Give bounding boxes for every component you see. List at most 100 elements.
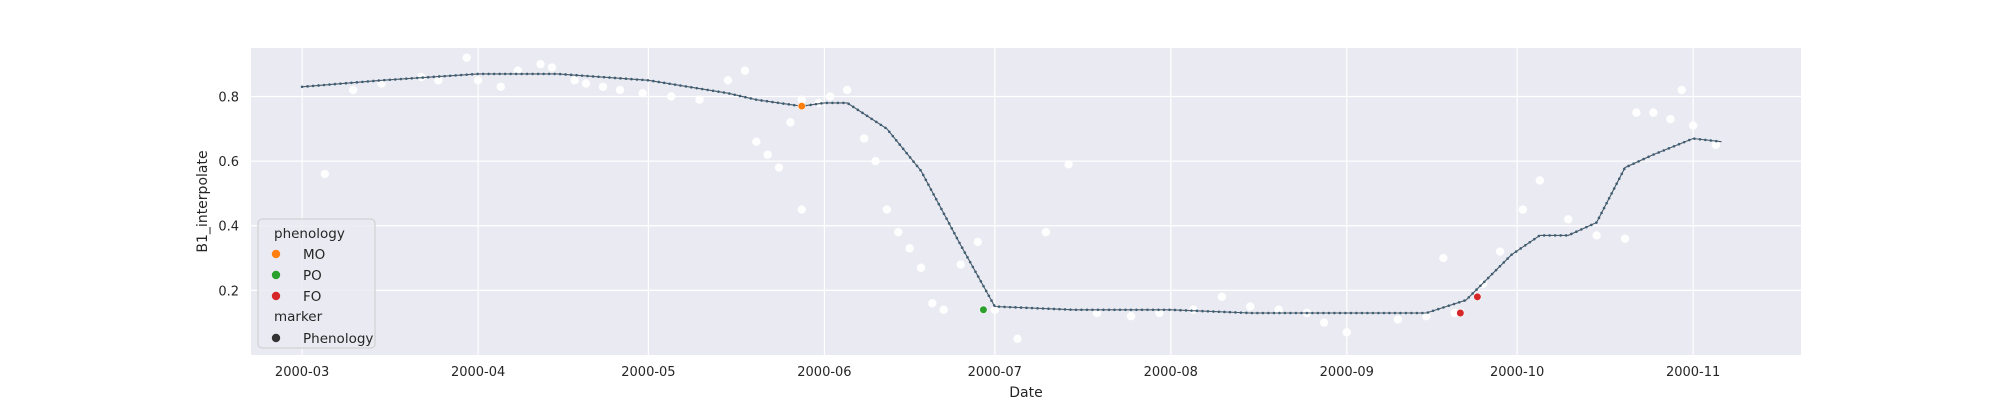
legend-label: MO bbox=[303, 247, 325, 263]
curve-marker bbox=[306, 85, 309, 88]
x-tick-label: 2000-03 bbox=[275, 365, 329, 380]
raw-observation-point bbox=[638, 89, 647, 98]
raw-observation-point bbox=[740, 66, 750, 75]
raw-observation-point bbox=[570, 76, 579, 85]
curve-marker bbox=[1278, 311, 1281, 315]
curve-marker bbox=[1632, 162, 1635, 165]
curve-marker bbox=[1410, 311, 1413, 315]
curve-marker bbox=[1014, 306, 1017, 309]
curve-marker bbox=[979, 280, 983, 283]
curve-marker bbox=[361, 80, 364, 84]
curve-marker bbox=[1261, 311, 1265, 315]
curve-marker bbox=[1519, 247, 1522, 250]
raw-observation-point bbox=[763, 150, 772, 159]
curve-marker bbox=[1421, 311, 1424, 315]
curve-marker bbox=[1642, 157, 1645, 161]
curve-marker bbox=[1063, 308, 1067, 311]
curve-marker bbox=[706, 88, 709, 92]
curve-marker bbox=[1502, 261, 1506, 264]
curve-marker bbox=[684, 85, 688, 88]
curve-marker bbox=[1223, 310, 1226, 314]
curve-marker bbox=[1305, 311, 1309, 315]
curve-marker bbox=[1704, 138, 1707, 142]
curve-marker bbox=[1617, 177, 1621, 181]
plot-area bbox=[251, 48, 1801, 355]
curve-marker bbox=[415, 76, 419, 80]
curve-marker bbox=[1479, 284, 1482, 288]
curve-marker bbox=[1085, 308, 1089, 312]
curve-marker bbox=[1426, 311, 1430, 314]
raw-observation-point bbox=[1688, 121, 1698, 130]
curve-marker bbox=[908, 156, 912, 159]
raw-observation-point bbox=[536, 59, 545, 69]
curve-marker bbox=[971, 265, 975, 269]
curve-marker bbox=[542, 72, 545, 76]
raw-observation-point bbox=[797, 95, 806, 104]
curve-marker bbox=[987, 294, 991, 298]
raw-observation-point bbox=[473, 76, 483, 85]
curve-marker bbox=[580, 74, 584, 77]
curve-marker bbox=[888, 130, 891, 134]
raw-observation-point bbox=[1217, 292, 1227, 302]
curve-marker bbox=[339, 82, 342, 85]
curve-marker bbox=[355, 81, 359, 84]
y-axis-label: B1_interpolate bbox=[195, 150, 211, 252]
curve-marker bbox=[624, 77, 628, 81]
curve-marker bbox=[814, 102, 818, 106]
curve-marker bbox=[1162, 308, 1166, 312]
raw-observation-point bbox=[547, 63, 557, 72]
curve-marker bbox=[1693, 137, 1696, 140]
curve-marker bbox=[966, 256, 969, 259]
raw-observation-point bbox=[1013, 334, 1022, 344]
curve-marker bbox=[749, 97, 753, 100]
raw-observation-point bbox=[1274, 305, 1283, 314]
curve-marker bbox=[1190, 309, 1193, 312]
curve-marker bbox=[662, 81, 666, 85]
curve-marker bbox=[700, 87, 704, 91]
curve-marker bbox=[1662, 149, 1666, 152]
curve-marker bbox=[1510, 253, 1513, 256]
curve-marker bbox=[1620, 172, 1624, 176]
curve-marker bbox=[394, 78, 397, 81]
curve-marker bbox=[1316, 311, 1320, 315]
y-tick-label: 0.8 bbox=[218, 90, 239, 105]
raw-observation-point bbox=[320, 169, 330, 179]
phenology-point-po bbox=[979, 305, 988, 314]
curve-marker bbox=[673, 83, 677, 86]
curve-marker bbox=[1239, 311, 1243, 314]
curve-marker bbox=[1715, 139, 1718, 143]
curve-marker bbox=[481, 72, 485, 76]
curve-marker bbox=[1124, 308, 1127, 312]
curve-marker bbox=[1069, 308, 1072, 311]
curve-marker bbox=[1118, 308, 1122, 312]
curve-marker bbox=[503, 72, 507, 76]
curve-marker bbox=[1514, 250, 1518, 253]
curve-marker bbox=[520, 72, 523, 76]
curve-marker bbox=[1537, 234, 1541, 238]
curve-marker bbox=[1157, 308, 1160, 312]
curve-marker bbox=[1559, 234, 1562, 237]
raw-observation-point bbox=[1518, 205, 1527, 214]
curve-marker bbox=[1605, 201, 1608, 205]
curve-marker bbox=[1019, 306, 1023, 309]
curve-marker bbox=[924, 178, 928, 182]
curve-marker bbox=[1672, 144, 1676, 148]
curve-marker bbox=[317, 84, 320, 87]
raw-observation-point bbox=[928, 299, 937, 308]
curve-marker bbox=[1388, 311, 1391, 315]
raw-observation-point bbox=[1064, 160, 1073, 169]
curve-marker bbox=[1447, 304, 1451, 308]
curve-marker bbox=[372, 79, 375, 83]
curve-marker bbox=[1168, 308, 1171, 312]
curve-marker bbox=[1173, 308, 1177, 312]
curve-marker bbox=[333, 82, 337, 86]
x-tick-label: 2000-06 bbox=[797, 365, 851, 380]
curve-marker bbox=[311, 84, 315, 88]
curve-marker bbox=[937, 202, 941, 206]
curve-marker bbox=[771, 100, 774, 104]
raw-observation-point bbox=[1041, 228, 1051, 237]
curve-marker bbox=[1179, 308, 1182, 312]
raw-observation-point bbox=[1155, 308, 1164, 318]
raw-observation-point bbox=[496, 82, 506, 91]
curve-marker bbox=[1607, 196, 1611, 200]
